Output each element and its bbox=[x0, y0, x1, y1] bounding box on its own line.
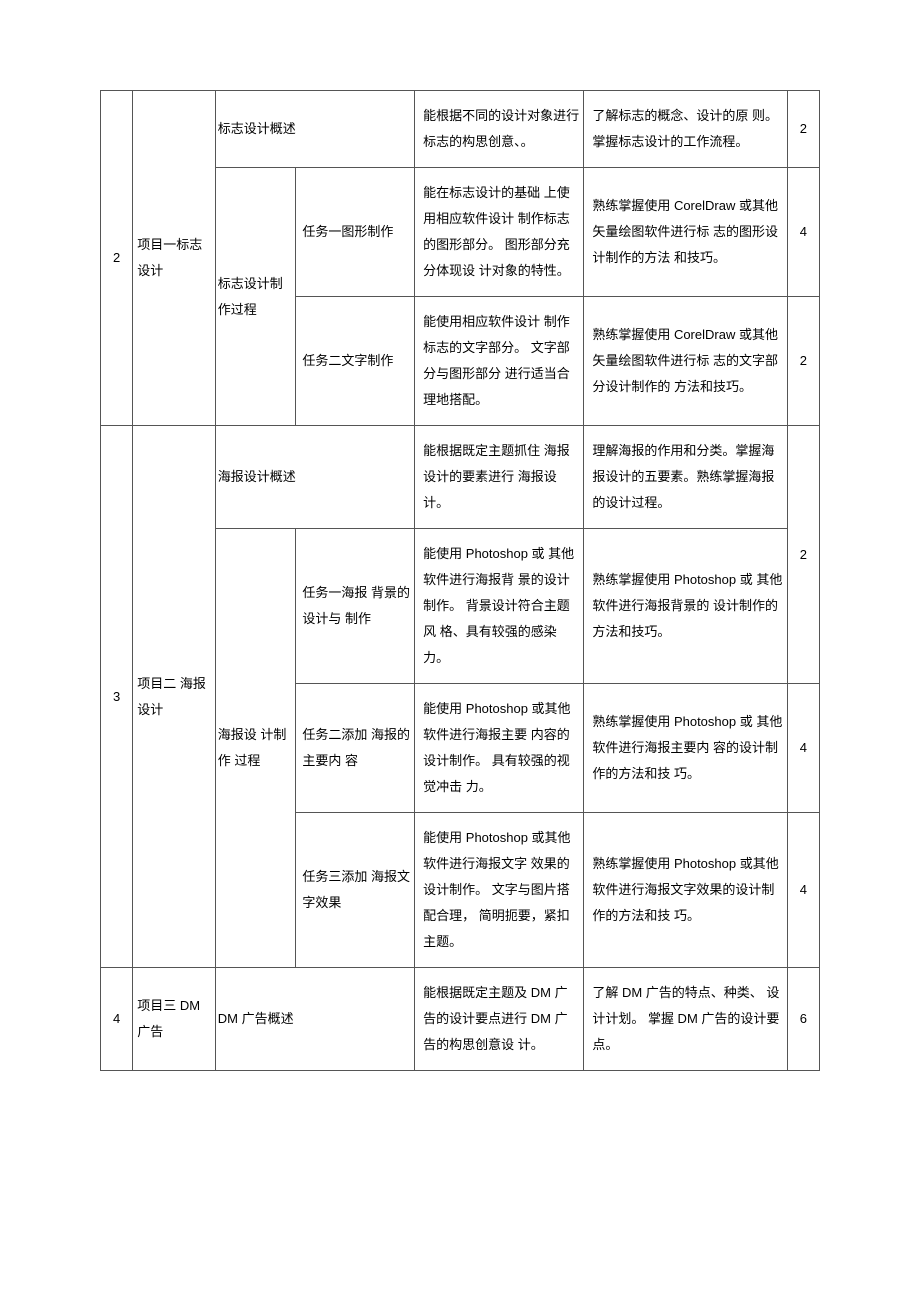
cell-project: 项目三 DM 广告 bbox=[133, 968, 216, 1071]
cell-task: 任务二添加 海报的主要内 容 bbox=[296, 684, 415, 813]
cell-knowledge: 熟练掌握使用 Photoshop 或 其他软件进行海报主要内 容的设计制作的方法… bbox=[584, 684, 787, 813]
table-row: 4 项目三 DM 广告 DM 广告概述 能根据既定主题及 DM 广告的设计要点进… bbox=[101, 968, 820, 1071]
cell-knowledge: 了解标志的概念、设计的原 则。掌握标志设计的工作流程。 bbox=[584, 91, 787, 168]
cell-task: 任务一海报 背景的设计与 制作 bbox=[296, 529, 415, 684]
cell-hours: 6 bbox=[787, 968, 819, 1071]
cell-hours: 2 bbox=[787, 91, 819, 168]
cell-num: 3 bbox=[101, 426, 133, 968]
cell-sub: 海报设计概述 bbox=[215, 426, 414, 529]
cell-ability: 能使用相应软件设计 制作标志的文字部分。 文字部分与图形部分 进行适当合理地搭配… bbox=[415, 297, 584, 426]
cell-knowledge: 了解 DM 广告的特点、种类、 设计计划。 掌握 DM 广告的设计要点。 bbox=[584, 968, 787, 1071]
cell-project: 项目一标志设计 bbox=[133, 91, 216, 426]
cell-ability: 能使用 Photoshop 或 其他软件进行海报背 景的设计制作。 背景设计符合… bbox=[415, 529, 584, 684]
cell-knowledge: 熟练掌握使用 Photoshop 或其他软件进行海报文字效果的设计制作的方法和技… bbox=[584, 813, 787, 968]
cell-ability: 能在标志设计的基础 上使用相应软件设计 制作标志的图形部分。 图形部分充分体现设… bbox=[415, 168, 584, 297]
cell-sub: DM 广告概述 bbox=[215, 968, 414, 1071]
cell-ability: 能使用 Photoshop 或其他软件进行海报主要 内容的设计制作。 具有较强的… bbox=[415, 684, 584, 813]
cell-knowledge: 理解海报的作用和分类。掌握海报设计的五要素。熟练掌握海报的设计过程。 bbox=[584, 426, 787, 529]
cell-project: 项目二 海报设计 bbox=[133, 426, 216, 968]
cell-sub: 标志设计概述 bbox=[215, 91, 414, 168]
cell-ability: 能根据既定主题及 DM 广告的设计要点进行 DM 广告的构思创意设 计。 bbox=[415, 968, 584, 1071]
cell-knowledge: 熟练掌握使用 CorelDraw 或其他矢量绘图软件进行标 志的图形设计制作的方… bbox=[584, 168, 787, 297]
cell-knowledge: 熟练掌握使用 CorelDraw 或其他矢量绘图软件进行标 志的文字部分设计制作… bbox=[584, 297, 787, 426]
cell-num: 4 bbox=[101, 968, 133, 1071]
cell-hours: 4 bbox=[787, 168, 819, 297]
cell-sub: 标志设计制作过程 bbox=[215, 168, 296, 426]
cell-ability: 能根据不同的设计对象进行标志的构思创意、。 bbox=[415, 91, 584, 168]
cell-task: 任务二文字制作 bbox=[296, 297, 415, 426]
cell-knowledge: 熟练掌握使用 Photoshop 或 其他软件进行海报背景的 设计制作的方法和技… bbox=[584, 529, 787, 684]
cell-hours: 2 bbox=[787, 297, 819, 426]
cell-hours: 4 bbox=[787, 684, 819, 813]
cell-task: 任务一图形制作 bbox=[296, 168, 415, 297]
table-row: 2 项目一标志设计 标志设计概述 能根据不同的设计对象进行标志的构思创意、。 了… bbox=[101, 91, 820, 168]
cell-sub: 海报设 计制作 过程 bbox=[215, 529, 296, 968]
curriculum-table: 2 项目一标志设计 标志设计概述 能根据不同的设计对象进行标志的构思创意、。 了… bbox=[100, 90, 820, 1071]
table-row: 3 项目二 海报设计 海报设计概述 能根据既定主题抓住 海报设计的要素进行 海报… bbox=[101, 426, 820, 529]
cell-task: 任务三添加 海报文字效果 bbox=[296, 813, 415, 968]
cell-hours: 4 bbox=[787, 813, 819, 968]
cell-hours: 2 bbox=[787, 426, 819, 684]
cell-num: 2 bbox=[101, 91, 133, 426]
cell-ability: 能使用 Photoshop 或其他软件进行海报文字 效果的设计制作。 文字与图片… bbox=[415, 813, 584, 968]
cell-ability: 能根据既定主题抓住 海报设计的要素进行 海报设计。 bbox=[415, 426, 584, 529]
